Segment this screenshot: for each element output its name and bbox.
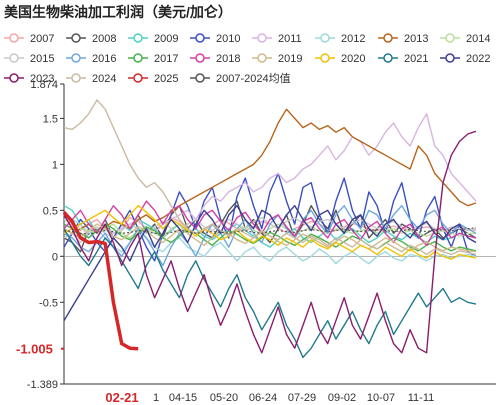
legend-label: 2018 (216, 53, 240, 65)
legend-swatch-marker (195, 33, 205, 43)
series-line-2021 (63, 228, 477, 359)
legend-swatch-marker (9, 73, 19, 83)
legend-label: 2024 (92, 73, 116, 85)
y-tick-label: -0.5 (39, 297, 58, 309)
legend-item-2015[interactable]: 2015 (4, 53, 54, 65)
legend-swatch-marker (195, 73, 205, 83)
legend-swatch-marker (133, 33, 143, 43)
y-tick-label: -1.389 (27, 379, 58, 391)
legend-swatch-marker (133, 53, 143, 63)
series-line-2017 (63, 223, 477, 252)
legend-label: 2015 (30, 53, 54, 65)
legend-item-2014[interactable]: 2014 (440, 33, 490, 45)
legend-label: 2014 (466, 33, 490, 45)
series-layer (62, 99, 477, 359)
legend-item-2020[interactable]: 2020 (315, 53, 365, 65)
legend-label: 2011 (278, 33, 302, 45)
y-tick-label: 0 (52, 251, 58, 263)
x-tick-label: 10-07 (367, 392, 395, 404)
legend-swatch-marker (383, 33, 393, 43)
legend-label: 2021 (404, 53, 428, 65)
legend-swatch-marker (71, 73, 81, 83)
legend-swatch-marker (133, 73, 143, 83)
y-tick-label: 1.874 (30, 79, 58, 91)
x-tick-label: 11-11 (408, 392, 435, 404)
legend-item-2017[interactable]: 2017 (128, 53, 178, 65)
legend-item-2011[interactable]: 2011 (252, 33, 302, 45)
legend-swatch-marker (320, 33, 330, 43)
legend-item-2010[interactable]: 2010 (190, 33, 240, 45)
legend-label: 2013 (404, 33, 428, 45)
legend-item-2008[interactable]: 2008 (66, 33, 116, 45)
legend-item-2009[interactable]: 2009 (128, 33, 178, 45)
legend-label: 2010 (216, 33, 240, 45)
x-tick-label: 07-29 (288, 392, 316, 404)
x-tick-label: 06-24 (249, 392, 277, 404)
legend-item-2022[interactable]: 2022 (440, 53, 490, 65)
legend-item-2007-2024[interactable]: 2007-2024均值 (190, 72, 291, 85)
legend-item-2018[interactable]: 2018 (190, 53, 240, 65)
x-tick-label: 05-20 (210, 392, 238, 404)
legend-swatch-marker (9, 53, 19, 63)
legend-item-2007[interactable]: 2007 (4, 33, 54, 45)
legend-item-2023[interactable]: 2023 (4, 73, 54, 85)
legend-item-2019[interactable]: 2019 (252, 53, 302, 65)
legend-item-2016[interactable]: 2016 (66, 53, 116, 65)
legend-label: 2007-2024均值 (216, 72, 291, 85)
legend-swatch-marker (9, 33, 19, 43)
legend-swatch-marker (71, 33, 81, 43)
current-value-label: -1.005 (16, 342, 53, 357)
y-tick-label: 1 (52, 159, 58, 171)
series-line-2025 (62, 211, 139, 351)
series-line-2024 (63, 99, 477, 256)
axes: -1.389 -0.5 0 0.5 1 1.5 1.874 1 04-15 05-20 06-24 0… (27, 79, 496, 405)
legend-label: 2009 (154, 33, 178, 45)
legend-swatch-marker (320, 53, 330, 63)
legend-swatch-marker (257, 33, 267, 43)
series-line-2014 (63, 218, 476, 239)
y-tick-label: 1.5 (43, 113, 58, 125)
series-line-2023 (63, 130, 477, 354)
legend-swatch-marker (257, 53, 267, 63)
x-tick-label: 09-02 (328, 392, 356, 404)
legend-label: 2020 (341, 53, 365, 65)
legend-item-2025[interactable]: 2025 (128, 73, 178, 85)
legend-label: 2008 (92, 33, 116, 45)
series-line-2011 (63, 113, 477, 239)
series-line-2020 (63, 204, 477, 260)
legend-label: 2016 (92, 53, 116, 65)
legend[interactable]: 2007 2008 2009 2010 2011 2012 2013 2014 2015 2016… (4, 33, 490, 85)
series-line-2012 (63, 214, 477, 265)
legend-label: 2012 (341, 33, 365, 45)
legend-item-2013[interactable]: 2013 (378, 33, 428, 45)
legend-label: 2019 (278, 53, 302, 65)
legend-label: 2023 (30, 73, 54, 85)
legend-label: 2017 (154, 53, 178, 65)
current-value-box (13, 339, 61, 358)
legend-swatch-marker (71, 53, 81, 63)
legend-label: 2025 (154, 73, 178, 85)
chart-title: 美国生物柴油加工利润（美元/加仑） (4, 4, 232, 20)
legend-item-2024[interactable]: 2024 (66, 73, 116, 85)
x-tick-label: 1 (153, 392, 159, 404)
y-tick-label: 0.5 (43, 205, 58, 217)
x-highlight-label: 02-21 (105, 390, 138, 405)
series-line-2018 (63, 200, 477, 247)
legend-label: 2007 (30, 33, 54, 45)
overlay: -1.005 (13, 339, 64, 358)
legend-item-2012[interactable]: 2012 (315, 33, 365, 45)
legend-swatch-marker (445, 53, 455, 63)
series-line-2022 (63, 204, 477, 322)
legend-swatch-marker (195, 53, 205, 63)
legend-swatch-marker (383, 53, 393, 63)
series-line-2007-2024 (63, 227, 477, 235)
legend-item-2021[interactable]: 2021 (378, 53, 428, 65)
series-line-2010 (63, 172, 477, 262)
legend-swatch-marker (445, 33, 455, 43)
x-tick-label: 04-15 (169, 392, 197, 404)
legend-label: 2022 (466, 53, 490, 65)
